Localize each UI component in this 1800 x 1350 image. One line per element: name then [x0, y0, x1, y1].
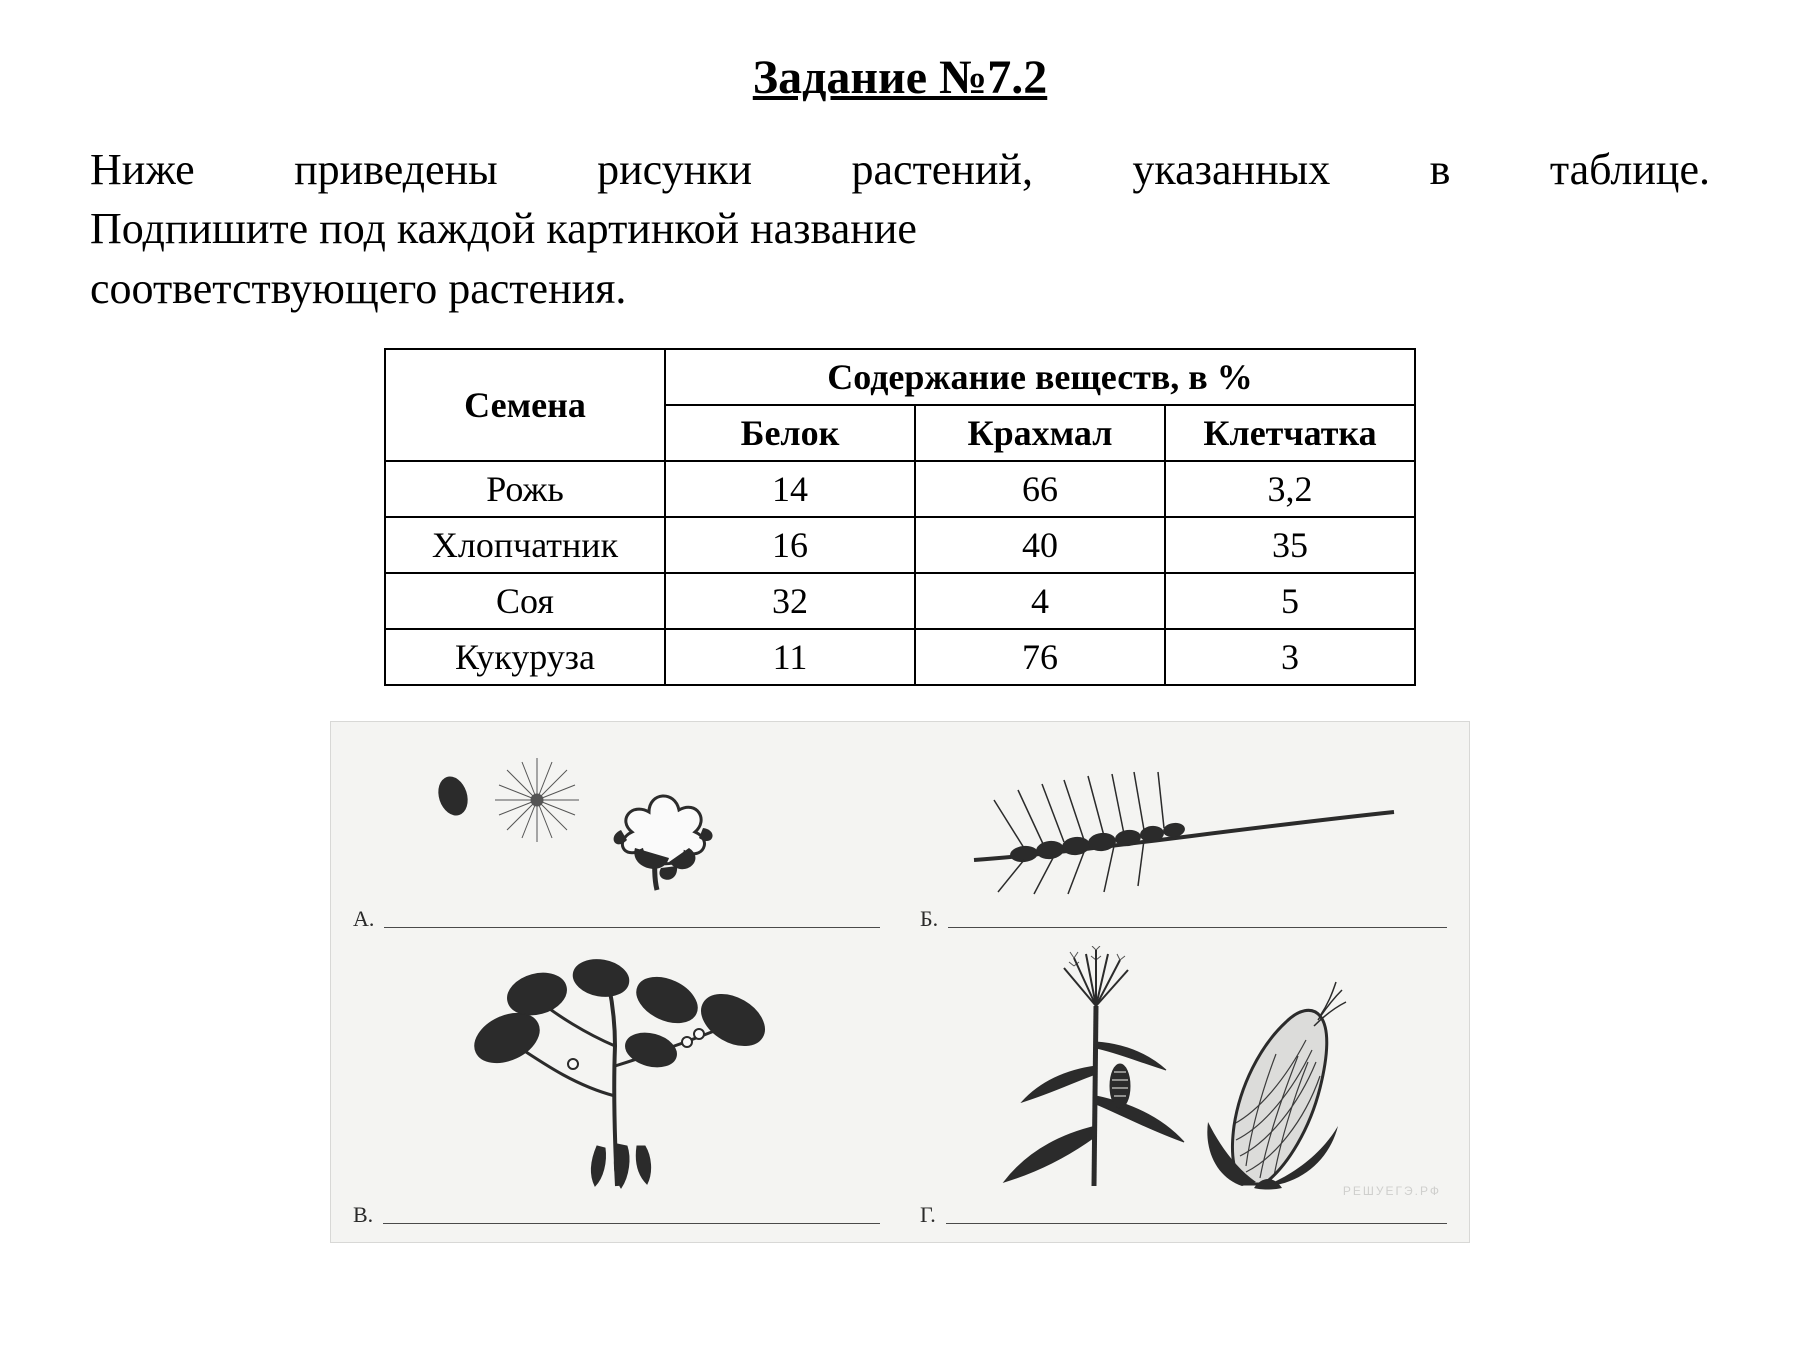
- th-fiber: Клетчатка: [1165, 405, 1415, 461]
- cell-value: 76: [915, 629, 1165, 685]
- cell-value: 11: [665, 629, 915, 685]
- th-starch: Крахмал: [915, 405, 1165, 461]
- cell-value: 4: [915, 573, 1165, 629]
- instructions-line-1: Ниже приведены рисунки растений, указанн…: [90, 140, 1710, 199]
- figure-cell-a: А.: [353, 740, 880, 932]
- rye-ear-icon: [944, 740, 1424, 900]
- answer-line[interactable]: [383, 1223, 880, 1224]
- cell-name: Кукуруза: [385, 629, 665, 685]
- figure-letter: Б.: [920, 906, 938, 932]
- table-row: Хлопчатник 16 40 35: [385, 517, 1415, 573]
- table-row: Соя 32 4 5: [385, 573, 1415, 629]
- watermark: РЕШУЕГЭ.РФ: [1343, 1184, 1441, 1198]
- cell-value: 35: [1165, 517, 1415, 573]
- figure-letter: А.: [353, 906, 374, 932]
- answer-line[interactable]: [384, 927, 880, 928]
- figure-cell-v: В.: [353, 946, 880, 1228]
- cell-value: 16: [665, 517, 915, 573]
- table-row: Кукуруза 11 76 3: [385, 629, 1415, 685]
- th-seeds: Семена: [385, 349, 665, 461]
- soybean-icon: [437, 946, 797, 1196]
- answer-line[interactable]: [948, 927, 1447, 928]
- nutrition-table: Семена Содержание веществ, в % Белок Кра…: [384, 348, 1416, 686]
- cell-name: Соя: [385, 573, 665, 629]
- cell-value: 3: [1165, 629, 1415, 685]
- cell-value: 66: [915, 461, 1165, 517]
- cell-value: 5: [1165, 573, 1415, 629]
- th-group: Содержание веществ, в %: [665, 349, 1415, 405]
- cell-name: Хлопчатник: [385, 517, 665, 573]
- cell-value: 32: [665, 573, 915, 629]
- answer-line[interactable]: [946, 1223, 1447, 1224]
- figure-letter: Г.: [920, 1202, 936, 1228]
- corn-icon: [974, 946, 1394, 1196]
- plants-figure: А.: [330, 721, 1470, 1243]
- instructions-line-2: Подпишите под каждой картинкой название: [90, 199, 1710, 258]
- th-protein: Белок: [665, 405, 915, 461]
- instructions-line-3: соответствующего растения.: [90, 259, 1710, 318]
- table-row: Рожь 14 66 3,2: [385, 461, 1415, 517]
- instructions: Ниже приведены рисунки растений, указанн…: [90, 140, 1710, 318]
- figure-letter: В.: [353, 1202, 373, 1228]
- figure-cell-b: Б.: [920, 740, 1447, 932]
- cell-name: Рожь: [385, 461, 665, 517]
- page-title: Задание №7.2: [90, 50, 1710, 105]
- cell-value: 3,2: [1165, 461, 1415, 517]
- cotton-icon: [407, 740, 827, 900]
- cell-value: 14: [665, 461, 915, 517]
- cell-value: 40: [915, 517, 1165, 573]
